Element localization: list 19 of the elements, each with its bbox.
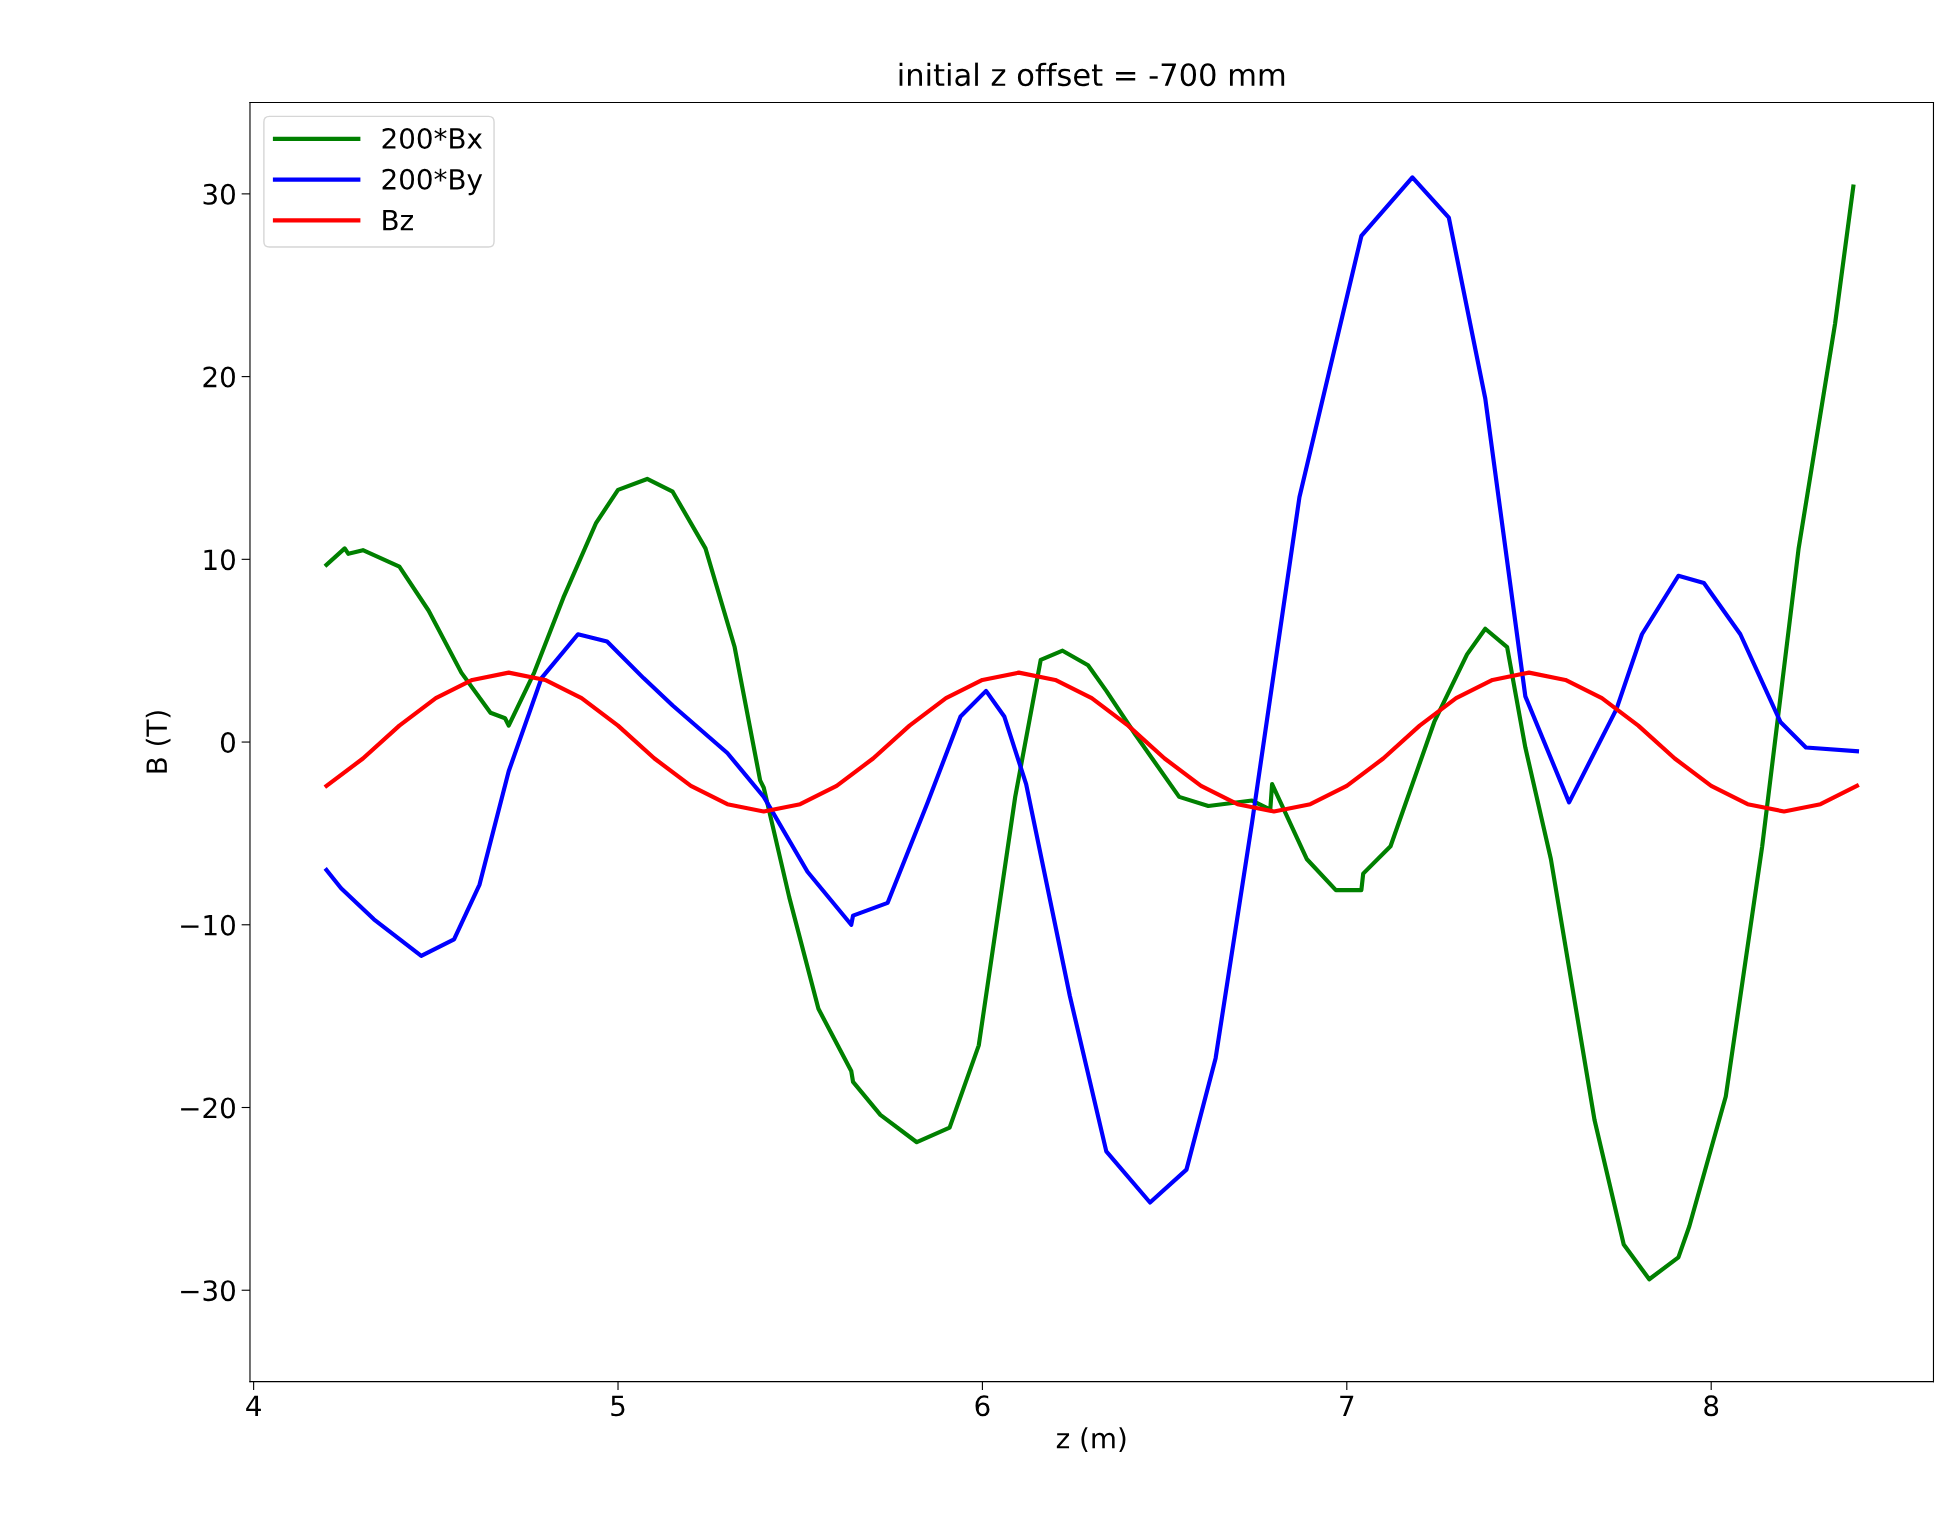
y-tick-label: 20 — [203, 366, 235, 388]
x-tick-label: 5 — [611, 1395, 625, 1417]
x-axis-title: z (m) — [1056, 1427, 1126, 1452]
x-tick-label: 7 — [1340, 1395, 1354, 1416]
x-tick-label: 8 — [1704, 1395, 1719, 1417]
line-series — [324, 670, 1860, 814]
y-tick-label: 10 — [204, 549, 235, 571]
y-tick-label: 0 — [220, 731, 235, 753]
y-axis-title: B (T) — [145, 711, 171, 773]
legend-label: 200*Bx — [382, 128, 483, 150]
legend-label: 200*By — [382, 168, 483, 196]
y-tick-label: −20 — [181, 1097, 235, 1119]
y-tick-label: −10 — [181, 914, 235, 936]
x-tick-label: 6 — [975, 1395, 990, 1417]
y-tick-label: 30 — [203, 183, 235, 205]
legend-label: Bz — [383, 209, 413, 231]
x-tick-label: 4 — [246, 1395, 261, 1416]
chart-title: initial z offset = -700 mm — [899, 62, 1285, 87]
y-tick-label: −30 — [181, 1280, 235, 1302]
